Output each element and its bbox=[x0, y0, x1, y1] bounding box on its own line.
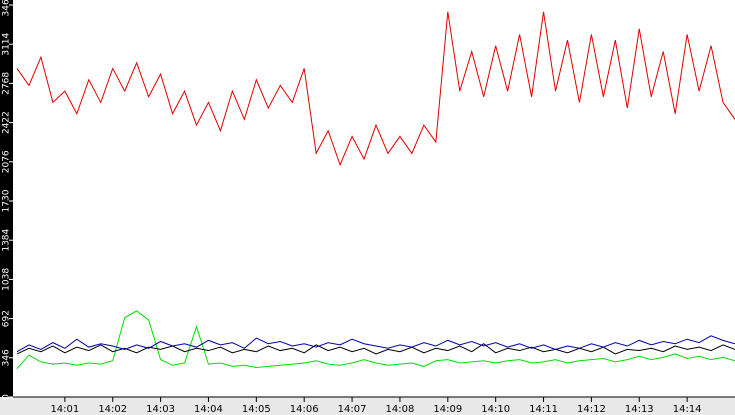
y-tick-label: 2768 bbox=[2, 72, 12, 95]
x-tick-label: 14:08 bbox=[386, 404, 415, 415]
series-line bbox=[16, 11, 735, 167]
x-tick-label: 14:12 bbox=[577, 404, 606, 415]
x-tick-label: 14:14 bbox=[673, 404, 702, 415]
x-tick-label: 14:13 bbox=[625, 404, 654, 415]
y-tick-label: 3460 bbox=[2, 0, 12, 16]
y-tick-label: 346 bbox=[2, 349, 12, 366]
series-line bbox=[16, 310, 735, 370]
y-tick-label: 1038 bbox=[2, 268, 12, 291]
y-tick-label: 1730 bbox=[2, 189, 12, 212]
y-axis-band bbox=[0, 0, 13, 400]
x-tick-label: 14:09 bbox=[433, 404, 462, 415]
x-tick-label: 14:11 bbox=[529, 404, 558, 415]
y-tick-label: 3114 bbox=[2, 32, 12, 55]
x-axis-band bbox=[0, 397, 735, 415]
y-tick-label: 692 bbox=[2, 310, 12, 327]
x-tick-label: 14:05 bbox=[242, 404, 271, 415]
x-tick-label: 14:04 bbox=[194, 404, 223, 415]
y-tick-label: 0 bbox=[2, 394, 12, 400]
series-line bbox=[16, 343, 735, 355]
x-tick-label: 14:02 bbox=[98, 404, 127, 415]
y-tick-label: 2422 bbox=[2, 111, 12, 134]
x-tick-label: 14:01 bbox=[50, 404, 79, 415]
x-tick-label: 14:10 bbox=[481, 404, 510, 415]
x-tick-label: 14:06 bbox=[290, 404, 319, 415]
x-tick-label: 14:03 bbox=[146, 404, 175, 415]
series-line bbox=[16, 335, 735, 353]
y-tick-label: 1384 bbox=[2, 228, 12, 251]
x-tick-label: 14:07 bbox=[338, 404, 367, 415]
y-tick-label: 2076 bbox=[2, 150, 12, 173]
